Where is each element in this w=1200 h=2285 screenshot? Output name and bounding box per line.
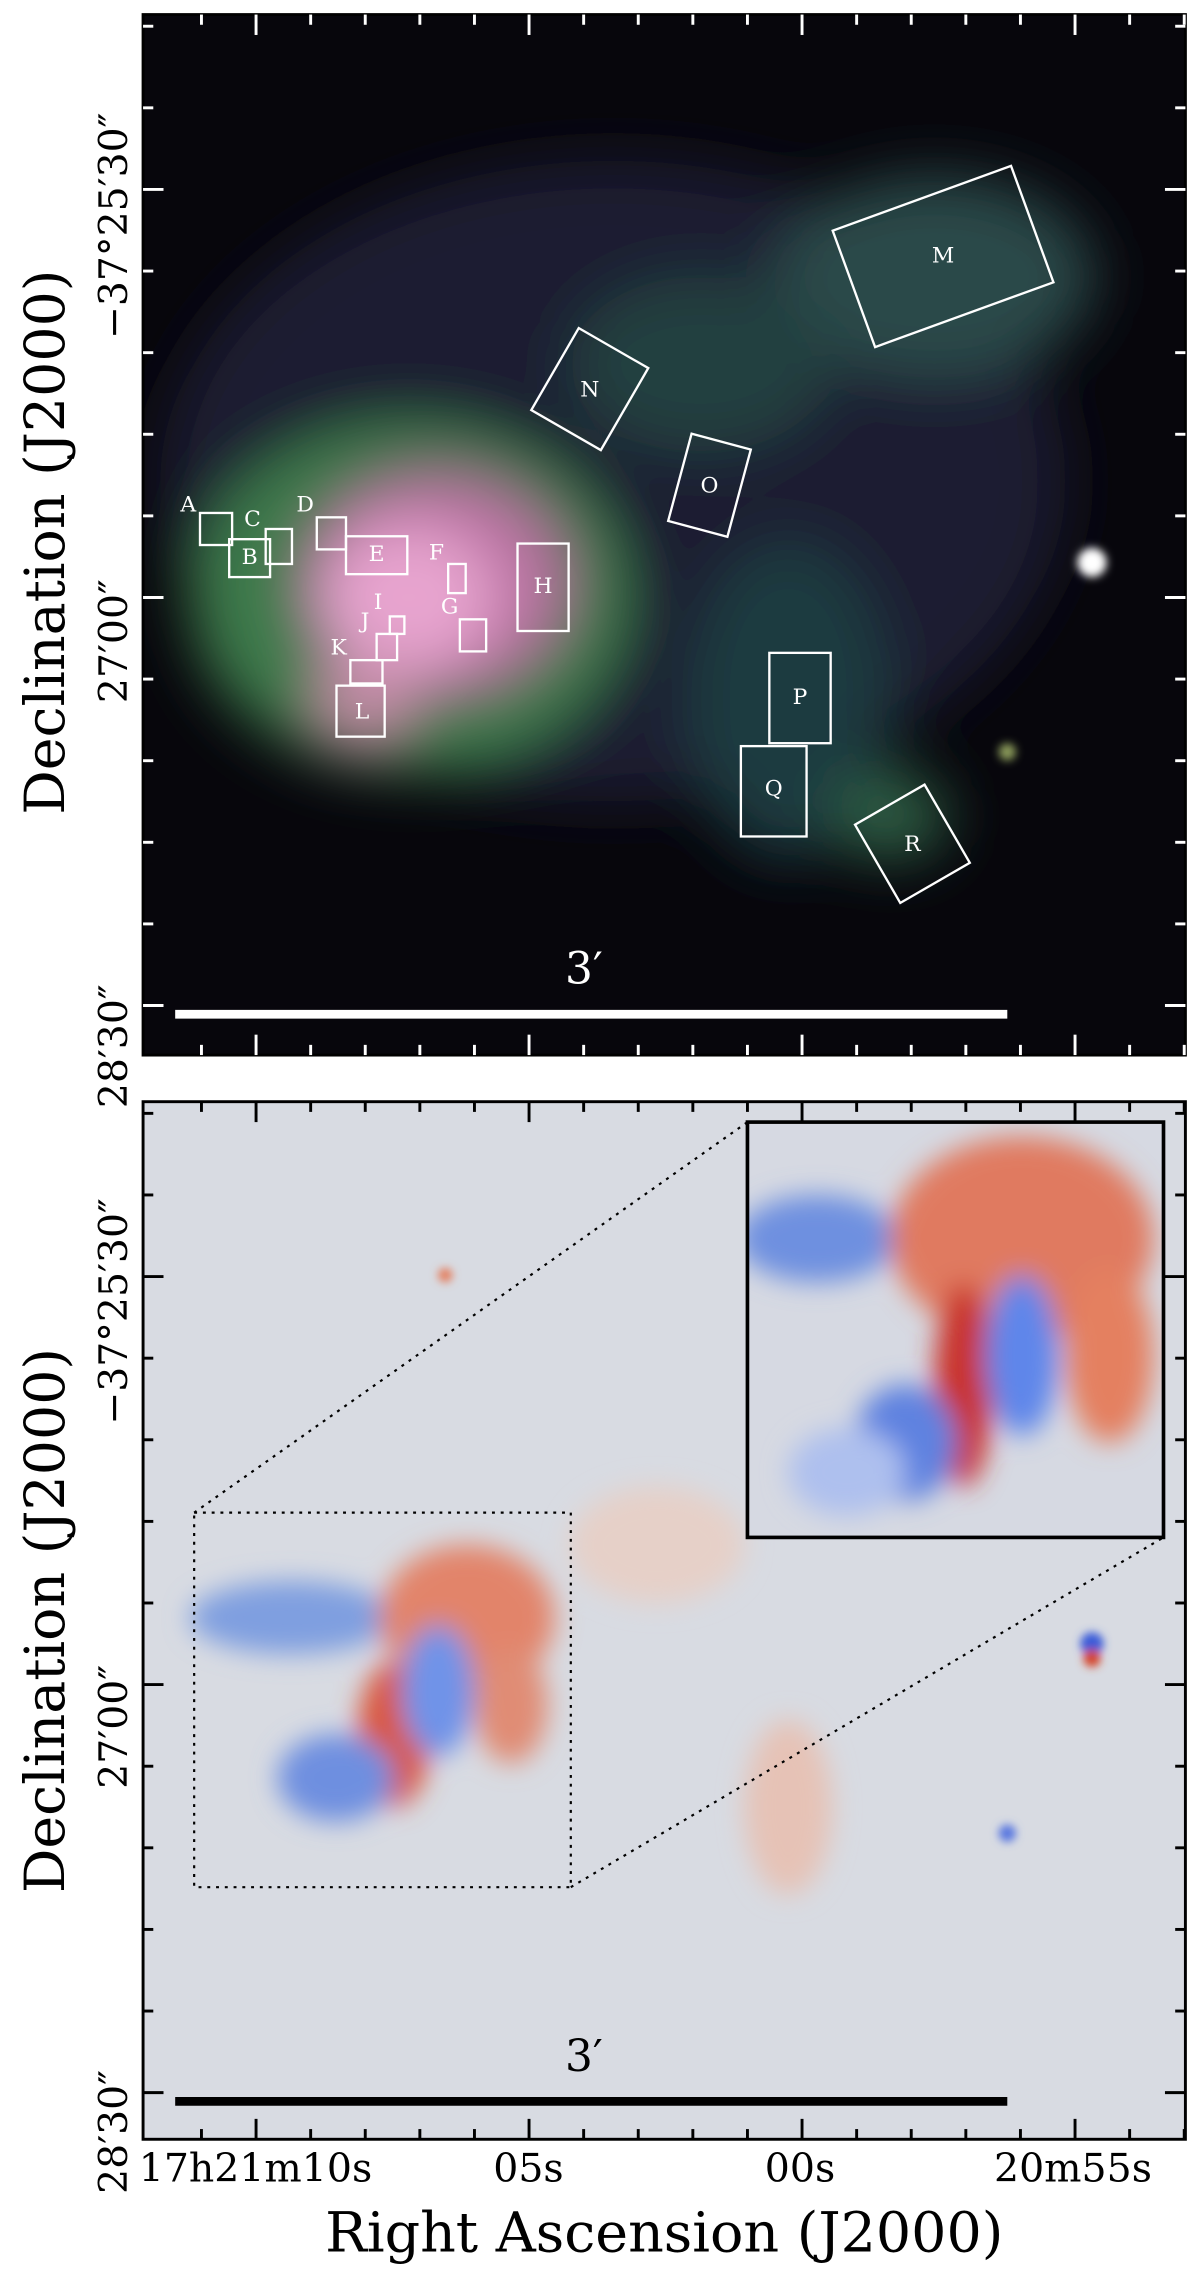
region-box — [831, 164, 1055, 349]
nebula-image — [143, 14, 1186, 1056]
x-tick-label: 20m55s — [994, 2146, 1152, 2192]
y-tick-label: −37°25′30″ — [91, 113, 137, 339]
y-axis-label: Declination (J2000) — [14, 1348, 78, 1893]
region-label: J — [359, 609, 370, 634]
bottom-ticks — [143, 1101, 1186, 2140]
region-box — [768, 651, 832, 745]
y-tick-label: 28′30″ — [91, 2070, 137, 2194]
region-box — [458, 618, 488, 653]
region-label: N — [580, 377, 599, 402]
region-label: B — [242, 545, 258, 570]
region-label: A — [179, 493, 196, 518]
y-tick-label: 28′30″ — [91, 984, 137, 1108]
region-label: C — [244, 507, 261, 532]
y-tick-label: −37°25′30″ — [91, 1198, 137, 1424]
scale-bar-label: 3′ — [565, 2031, 603, 2082]
region-label: E — [369, 542, 385, 567]
region-label: F — [429, 541, 444, 566]
region-label: G — [441, 595, 458, 620]
region-label: K — [331, 635, 348, 660]
x-axis-label: Right Ascension (J2000) — [325, 2202, 1003, 2266]
x-tick-label: 17h21m10s — [139, 2146, 372, 2192]
x-tick-label: 05s — [493, 2146, 563, 2192]
region-box — [335, 684, 386, 738]
region-box — [529, 326, 650, 452]
region-box — [666, 432, 753, 539]
region-box — [853, 783, 972, 905]
inset-frame — [745, 1120, 1166, 1540]
region-box — [349, 658, 384, 685]
y-axis-label: Declination (J2000) — [14, 270, 78, 815]
zoom-connector — [570, 1536, 1165, 1889]
region-box — [344, 535, 409, 576]
y-tick-label: 27′00″ — [91, 1665, 137, 1789]
region-label: R — [904, 832, 921, 857]
region-label: P — [793, 685, 808, 710]
region-box — [516, 542, 570, 633]
top-ticks — [143, 14, 1186, 1056]
top-frame — [141, 13, 1187, 1057]
region-box — [315, 516, 348, 551]
x-tick-label: 00s — [765, 2146, 835, 2192]
region-label: O — [701, 474, 719, 499]
difference-image — [143, 1101, 1186, 2140]
scale-bar-label: 3′ — [565, 944, 603, 995]
region-box — [228, 538, 272, 579]
region-label: H — [534, 574, 553, 599]
region-box — [447, 562, 467, 595]
region-box — [375, 632, 399, 662]
inset-image — [747, 1122, 1164, 1538]
region-box — [739, 744, 808, 838]
region-label: L — [355, 699, 370, 724]
region-label: Q — [765, 777, 783, 802]
region-label: M — [932, 243, 954, 268]
region-boxes — [198, 164, 1055, 905]
region-label: D — [296, 493, 314, 518]
y-tick-label: 27′00″ — [91, 579, 137, 703]
region-box — [264, 527, 294, 566]
zoom-region — [193, 1511, 572, 1889]
bottom-frame — [141, 1100, 1187, 2141]
region-box — [198, 511, 234, 547]
region-label: I — [374, 590, 383, 615]
